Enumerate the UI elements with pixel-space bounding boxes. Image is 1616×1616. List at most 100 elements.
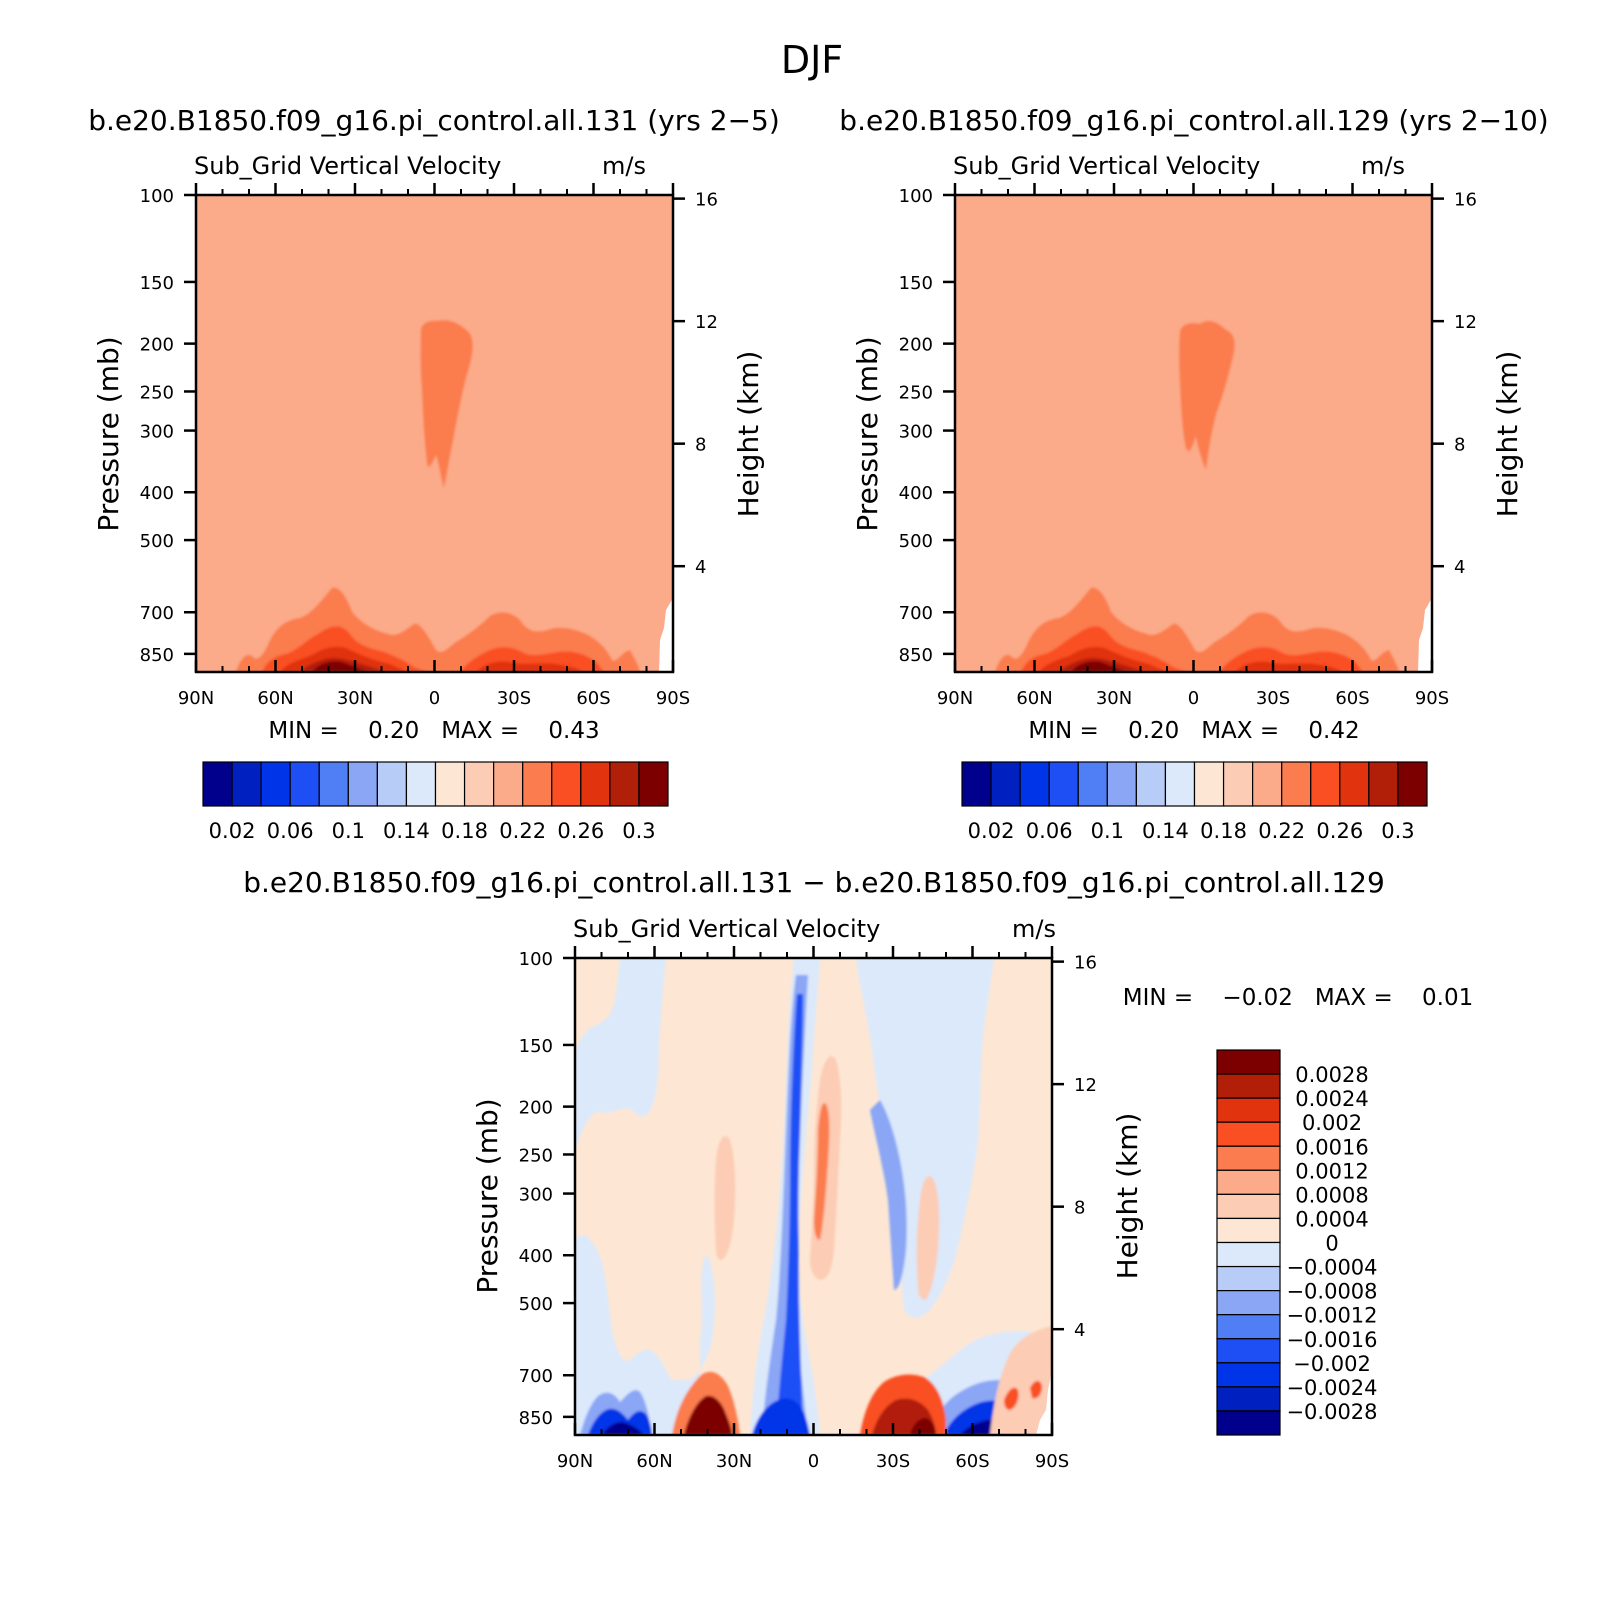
panel-3-colorbar-label: −0.0004 <box>1286 1256 1377 1280</box>
panel-3-pos-column-sh <box>916 1176 940 1300</box>
panel-1-xtick-label: 0 <box>429 688 440 709</box>
panel-2-colorbar-box <box>1019 761 1050 807</box>
panel-3-case-title: b.e20.B1850.f09_g16.pi_control.all.131 −… <box>243 866 1385 899</box>
panel-1-colorbar-box <box>376 761 408 807</box>
panel-2-xtick-label: 90S <box>1415 688 1449 709</box>
panel-1-colorbar-box <box>231 761 262 807</box>
panel-2-colorbar-box <box>1397 761 1428 807</box>
panel-3-colorbar-label: 0.0028 <box>1295 1063 1368 1087</box>
panel-3-colorbar-label: −0.002 <box>1293 1352 1371 1376</box>
panel-3-colorbar-box <box>1216 1145 1281 1171</box>
panel-3-neg-deep-eq-surf <box>752 1398 810 1435</box>
panel-1-y2tick-label: 16 <box>695 190 718 211</box>
panel-2-ytick-label: 400 <box>899 483 933 504</box>
panel-1-ytick-label: 200 <box>140 335 174 356</box>
panel-1-colorbar-label: 0.26 <box>557 819 604 843</box>
panel-1-y2tick-label: 4 <box>695 557 706 578</box>
panel-2-xtick-label: 90N <box>937 688 973 709</box>
panel-2-colorbar-box <box>1339 761 1370 807</box>
panel-2-case-title: b.e20.B1850.f09_g16.pi_control.all.129 (… <box>839 104 1548 137</box>
panel-2-colorbar-box <box>1368 761 1399 807</box>
panel-3-colorbar-box <box>1216 1265 1281 1292</box>
panel-3-colorbar-label: 0.002 <box>1302 1111 1362 1135</box>
panel-1-colorbar-box <box>638 761 669 807</box>
panel-3-colorbar-box <box>1216 1121 1281 1147</box>
panel-1-xtick-label: 30S <box>497 688 531 709</box>
panel-2-colorbar-box <box>1164 761 1196 807</box>
panel-2-colorbar-box <box>1281 761 1312 807</box>
panel-3-ytick-label: 200 <box>519 1098 553 1119</box>
panel-1-colorbar-box <box>202 761 233 807</box>
panel-1-colorbar-box <box>551 761 582 807</box>
panel-2-xtick-label: 0 <box>1188 688 1199 709</box>
panel-3-pos-polar-sh <box>990 1326 1052 1435</box>
panel-1-y2tick-label: 12 <box>695 312 718 333</box>
panel-2-ylabel: Pressure (mb) <box>851 336 884 531</box>
panel-3-colorbar-box <box>1216 1410 1281 1436</box>
panel-2-ytick-label: 850 <box>899 645 933 666</box>
panel-3-neg-deep-tropics <box>776 994 803 1435</box>
panel-1-xtick-label: 60S <box>576 688 610 709</box>
panel-2-ytick-label: 300 <box>899 422 933 443</box>
panel-3-colorbar-box <box>1216 1386 1281 1412</box>
panel-3-y2tick-label: 16 <box>1074 953 1097 974</box>
panel-3-pos-surface-sh-core2 <box>910 1418 936 1435</box>
panel-2-colorbar-label: 0.02 <box>968 819 1015 843</box>
panel-1-colorbar-label: 0.02 <box>209 819 256 843</box>
panel-3-colorbar-box <box>1216 1290 1281 1316</box>
panel-2-colorbar-box <box>961 761 992 807</box>
panel-2-colorbar-box <box>1310 761 1341 807</box>
panel-1-colorbar-box <box>493 761 524 807</box>
panel-2-xtick-label: 60S <box>1335 688 1369 709</box>
panel-2-xtick-label: 60N <box>1016 688 1052 709</box>
panel-1-colorbar-box <box>289 761 320 807</box>
panel-1: b.e20.B1850.f09_g16.pi_control.all.131 (… <box>88 104 780 843</box>
panel-2-colorbar-box <box>1193 761 1225 807</box>
panel-3-colorbar-label: −0.0024 <box>1286 1376 1377 1400</box>
panel-1-left-string: Sub_Grid Vertical Velocity <box>194 152 501 180</box>
panel-3-neg-core-nh <box>602 1422 644 1435</box>
panel-2-ytick-label: 250 <box>899 382 933 403</box>
panel-3-xtick-label: 60S <box>955 1451 989 1472</box>
panel-1-axes: 90N 60N 30N 0 30S 60S 90S 100 150 200 250 300 400 500… <box>140 183 718 709</box>
panel-3-colorbar: 0.00280.00240.0020.00160.00120.00080.000… <box>1216 1049 1378 1436</box>
panel-2-surface-contour-028-s <box>1235 661 1343 672</box>
panel-3-ylabel: Pressure (mb) <box>471 1098 504 1293</box>
panel-3-axes: 90N 60N 30N 0 30S 60S 90S 100 150 200 250 300 400 500… <box>519 946 1097 1472</box>
panel-2-y2tick-label: 8 <box>1454 435 1465 456</box>
panel-2-left-string: Sub_Grid Vertical Velocity <box>953 152 1260 180</box>
panel-3-mixed-polar-speckle <box>1004 1380 1042 1410</box>
panel-3-ytick-label: 250 <box>519 1145 553 1166</box>
panel-2-ytick-label: 500 <box>899 531 933 552</box>
panel-1-colorbar-box <box>522 761 553 807</box>
panel-1-colorbar-box <box>463 761 495 807</box>
panel-3-ytick-label: 700 <box>519 1366 553 1387</box>
panel-1-colorbar-label: 0.06 <box>267 819 314 843</box>
panel-2-min-max: MIN = 0.20 MAX = 0.42 <box>1028 718 1359 744</box>
panel-2-upper-maximum <box>1179 321 1235 470</box>
panel-1-min-max: MIN = 0.20 MAX = 0.43 <box>268 718 599 744</box>
panel-1-ytick-label: 700 <box>140 603 174 624</box>
panel-1-case-title: b.e20.B1850.f09_g16.pi_control.all.131 (… <box>88 104 780 137</box>
panel-1-xtick-label: 90N <box>178 688 214 709</box>
panel-1-ytick-label: 400 <box>140 483 174 504</box>
panel-1-colorbar-label: 0.22 <box>499 819 546 843</box>
panel-2-colorbar-label: 0.06 <box>1026 819 1073 843</box>
panel-3-colorbar-box <box>1216 1217 1281 1244</box>
panel-1-ytick-label: 150 <box>140 273 174 294</box>
panel-2-axes: 90N 60N 30N 0 30S 60S 90S 100 150 200 250 300 400 500… <box>899 183 1477 709</box>
panel-3-colorbar-box <box>1216 1097 1281 1123</box>
panel-3-colorbar-box <box>1216 1169 1281 1195</box>
panel-2-y2label: Height (km) <box>1491 351 1524 518</box>
panel-1-colorbar-box <box>609 761 640 807</box>
panel-1-ytick-label: 850 <box>140 645 174 666</box>
panel-3-plot-area <box>575 958 1052 1435</box>
panel-2-ytick-label: 150 <box>899 273 933 294</box>
panel-2-y2tick-label: 12 <box>1454 312 1477 333</box>
panel-3-ytick-label: 100 <box>519 949 553 970</box>
panel-3-xtick-label: 0 <box>808 1451 819 1472</box>
panel-1-y2tick-label: 8 <box>695 435 706 456</box>
panel-3-y2tick-label: 12 <box>1074 1075 1097 1096</box>
panel-3-colorbar-label: 0.0024 <box>1295 1087 1368 1111</box>
panel-3-xtick-label: 90S <box>1035 1451 1069 1472</box>
